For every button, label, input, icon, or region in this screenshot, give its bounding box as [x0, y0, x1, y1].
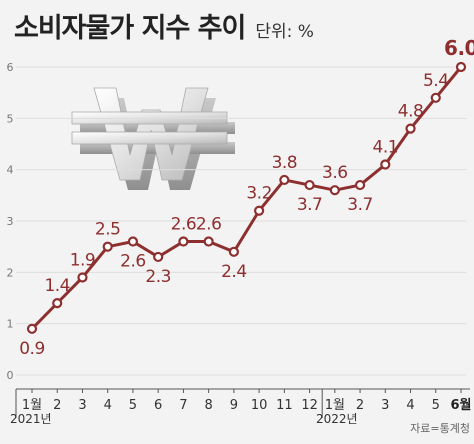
x-tick-label: 5: [129, 398, 137, 413]
x-tick-label: 8: [205, 398, 213, 413]
x-tick-label: 12: [301, 398, 318, 413]
data-point: [405, 123, 416, 134]
data-label: 0.9: [19, 339, 45, 359]
data-point: [26, 323, 38, 334]
x-tick-label: 11: [276, 398, 293, 413]
data-point: [77, 272, 88, 283]
x-tick-label: 6: [154, 398, 162, 413]
unit-label: 단위: %: [255, 22, 314, 42]
y-tick-label: 1: [7, 318, 14, 331]
data-point: [178, 236, 189, 247]
y-tick-label: 2: [7, 266, 14, 279]
data-label: 1.4: [44, 276, 70, 296]
data-label: 5.4: [423, 71, 449, 91]
year-label-2021: 2021년: [10, 412, 52, 426]
x-axis: 1월 2 3 4 5 6 7 8 9 10 11 12 1월 2 3 4 5 6월: [15, 388, 472, 418]
data-label: 2.4: [221, 262, 247, 282]
data-label: 3.2: [246, 184, 272, 204]
y-tick-label: 3: [7, 215, 14, 228]
data-point: [203, 236, 214, 247]
data-label: 3.6: [322, 163, 348, 183]
won-sign-3d-icon: [71, 87, 235, 190]
x-tick-label: 4: [406, 398, 414, 413]
source-note: 자료=통계청: [410, 422, 470, 435]
data-point: [228, 246, 239, 257]
data-point: [329, 185, 340, 196]
series-line: [30, 66, 463, 330]
data-label: 6.0: [444, 36, 474, 60]
data-label: 3.7: [297, 195, 323, 215]
data-point: [254, 205, 265, 216]
x-tick-label: 1월: [22, 398, 42, 413]
data-label: 3.7: [347, 195, 373, 215]
x-tick-label: 5: [432, 398, 440, 413]
data-label: 1.9: [70, 250, 96, 270]
y-axis: 0 1 2 3 4 5 6: [7, 61, 14, 382]
data-point: [380, 159, 391, 170]
title-bar: 소비자물가 지수 추이 단위: %: [14, 6, 314, 45]
data-labels: 0.91.41.92.52.62.32.6 2.62.43.23.83.73.63…: [19, 36, 474, 359]
x-tick-label: 4: [104, 398, 112, 413]
data-label: 4.8: [398, 102, 424, 122]
data-point: [430, 92, 441, 103]
data-label: 2.3: [145, 267, 171, 287]
data-label: 4.1: [373, 138, 399, 158]
data-label: 2.6: [196, 215, 222, 235]
x-tick-label: 7: [179, 398, 187, 413]
data-label: 3.8: [272, 153, 298, 173]
data-label: 2.5: [95, 220, 121, 240]
x-tick-label: 9: [230, 398, 238, 413]
data-point: [52, 298, 63, 309]
x-tick-label: 2: [53, 398, 61, 413]
data-label: 2.6: [171, 215, 197, 235]
data-point: [153, 251, 164, 263]
y-tick-label: 4: [7, 164, 14, 177]
data-point: [354, 179, 366, 191]
y-tick-label: 5: [7, 112, 14, 125]
x-tick-label: 2: [356, 398, 364, 413]
y-tick-label: 6: [7, 61, 14, 74]
data-label: 2.6: [120, 252, 146, 272]
data-point: [304, 179, 315, 191]
chart-title: 소비자물가 지수 추이: [14, 13, 246, 44]
grid: [16, 66, 466, 376]
y-tick-label: 0: [7, 369, 14, 382]
x-tick-label: 6월: [450, 397, 471, 413]
series-cpi: [26, 61, 467, 334]
year-label-2022: 2022년: [316, 412, 358, 426]
x-tick-label: 10: [251, 398, 268, 413]
data-point: [127, 236, 139, 247]
x-tick-label: 3: [381, 398, 389, 413]
data-point: [279, 174, 290, 186]
data-point: [102, 241, 113, 252]
x-tick-label: 1월: [325, 398, 345, 413]
x-tick-label: 3: [78, 398, 86, 413]
data-point: [455, 61, 467, 73]
